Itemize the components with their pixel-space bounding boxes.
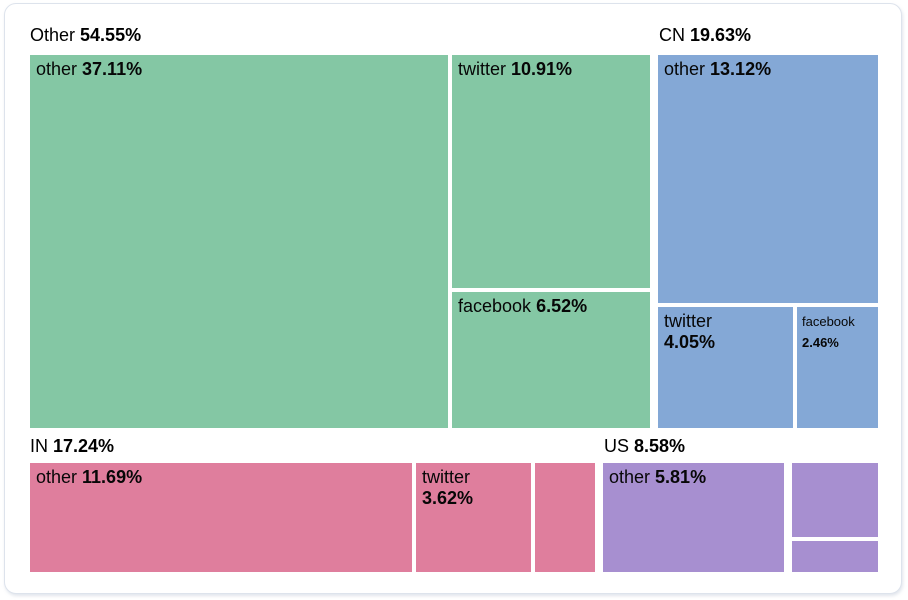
cell-value: 5.81% [655, 467, 707, 487]
group-value: 8.58% [634, 436, 686, 456]
cell-name: facebook [458, 296, 537, 316]
group-name: US [604, 436, 635, 456]
cell-name: other [609, 467, 656, 487]
group-value: 17.24% [53, 436, 115, 456]
group-value: 54.55% [80, 25, 142, 45]
treemap-cell-other-facebook[interactable]: facebook 6.52% [452, 292, 650, 428]
cell-name: twitter [458, 59, 512, 79]
cell-name: twitter [664, 311, 713, 331]
group-label-other: Other 54.55% [30, 26, 141, 45]
treemap-cell-other-twitter[interactable]: twitter 10.91% [452, 55, 650, 288]
cell-value: 2.46% [802, 335, 839, 350]
treemap-cell-other-other[interactable]: other 37.11% [30, 55, 448, 428]
treemap-cell-us-unlabeled-3[interactable] [792, 541, 878, 572]
cell-value: 4.05% [664, 332, 716, 352]
group-value: 19.63% [690, 25, 752, 45]
treemap-cell-cn-facebook[interactable]: facebook 2.46% [797, 307, 878, 428]
treemap-cell-us-other[interactable]: other 5.81% [603, 463, 784, 572]
group-label-us: US 8.58% [604, 437, 685, 456]
cell-value: 6.52% [536, 296, 588, 316]
treemap-cell-in-other[interactable]: other 11.69% [30, 463, 412, 572]
cell-name: other [664, 59, 711, 79]
cell-value: 3.62% [422, 488, 474, 508]
cell-name: facebook [802, 314, 855, 329]
treemap-cell-in-unlabeled-3[interactable] [535, 463, 595, 572]
cell-value: 10.91% [511, 59, 573, 79]
treemap-cell-cn-other[interactable]: other 13.12% [658, 55, 878, 303]
group-name: Other [30, 25, 81, 45]
cell-value: 13.12% [710, 59, 772, 79]
cell-name: twitter [422, 467, 471, 487]
cell-name: other [36, 467, 83, 487]
treemap-cell-cn-twitter[interactable]: twitter 4.05% [658, 307, 793, 428]
treemap-cell-in-twitter[interactable]: twitter 3.62% [416, 463, 531, 572]
group-name: CN [659, 25, 690, 45]
cell-name: other [36, 59, 83, 79]
group-name: IN [30, 436, 54, 456]
group-label-in: IN 17.24% [30, 437, 114, 456]
treemap-cell-us-unlabeled-2[interactable] [792, 463, 878, 537]
group-label-cn: CN 19.63% [659, 26, 751, 45]
cell-value: 11.69% [82, 467, 143, 487]
cell-value: 37.11% [82, 59, 143, 79]
